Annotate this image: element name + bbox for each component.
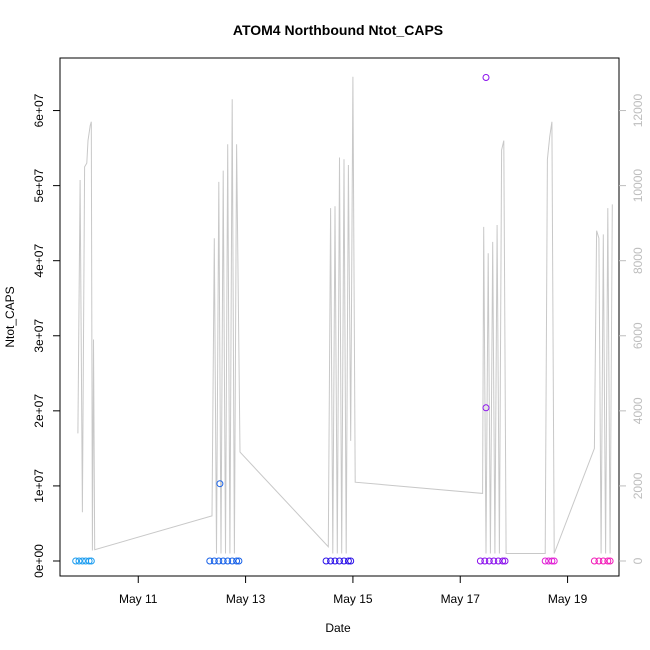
data-point — [548, 557, 556, 565]
series-line — [77, 76, 613, 554]
y2-tick-label: 6000 — [631, 322, 645, 349]
y-tick-label: 0e+00 — [32, 544, 46, 578]
y2-tick-label: 2000 — [631, 472, 645, 499]
y2-tick-label: 8000 — [631, 247, 645, 274]
data-point — [347, 557, 355, 565]
data-point — [233, 557, 241, 565]
y2-tick-label: 4000 — [631, 397, 645, 424]
data-point — [590, 557, 598, 565]
data-point — [235, 557, 243, 565]
x-tick-label: May 17 — [441, 592, 481, 606]
data-point — [206, 557, 214, 565]
data-point — [344, 557, 352, 565]
data-point — [476, 557, 484, 565]
data-point — [322, 557, 330, 565]
data-point — [215, 557, 223, 565]
data-point — [331, 557, 339, 565]
data-point — [78, 557, 86, 565]
data-point — [340, 557, 348, 565]
y-axis-label: Ntot_CAPS — [3, 286, 17, 347]
data-point — [494, 557, 502, 565]
line-layer — [77, 76, 613, 554]
y-tick-label: 4e+07 — [32, 244, 46, 278]
data-point — [216, 480, 224, 488]
data-point — [481, 557, 489, 565]
data-point — [604, 557, 612, 565]
data-point — [72, 557, 80, 565]
points-layer — [72, 74, 614, 565]
data-point — [501, 557, 509, 565]
data-point — [327, 557, 335, 565]
x-tick-label: May 19 — [548, 592, 588, 606]
x-tick-label: May 13 — [226, 592, 266, 606]
data-point — [87, 557, 95, 565]
axes-layer: May 11 May 13 May 15 May 17 May 19 0e+00 1e+07… — [32, 93, 645, 606]
data-point — [599, 557, 607, 565]
data-point — [228, 557, 236, 565]
y2-tick-label: 10000 — [631, 169, 645, 203]
y-tick-label: 5e+07 — [32, 168, 46, 202]
data-point — [482, 74, 490, 81]
data-point — [490, 557, 498, 565]
x-axis-label: Date — [325, 621, 351, 635]
x-tick-label: May 15 — [333, 592, 373, 606]
y-tick-label: 1e+07 — [32, 469, 46, 503]
data-point — [541, 557, 549, 565]
data-point — [85, 557, 93, 565]
data-point — [485, 557, 493, 565]
y2-tick-label: 12000 — [631, 94, 645, 128]
y-tick-label: 2e+07 — [32, 394, 46, 428]
data-point — [499, 557, 507, 565]
data-point — [336, 557, 343, 565]
data-point — [210, 557, 218, 565]
data-point — [219, 557, 227, 565]
data-point — [606, 557, 614, 565]
plot-area-border — [59, 57, 620, 577]
y2-tick-label: 0 — [631, 557, 645, 564]
x-tick-label: May 11 — [119, 592, 158, 606]
chart-title: ATOM4 Northbound Ntot_CAPS — [233, 22, 443, 38]
data-point — [482, 404, 490, 412]
y-tick-label: 3e+07 — [32, 319, 46, 353]
data-point — [550, 557, 558, 565]
data-point — [75, 557, 83, 565]
data-point — [224, 557, 232, 565]
y-tick-label: 6e+07 — [32, 93, 46, 127]
data-point — [595, 557, 603, 565]
